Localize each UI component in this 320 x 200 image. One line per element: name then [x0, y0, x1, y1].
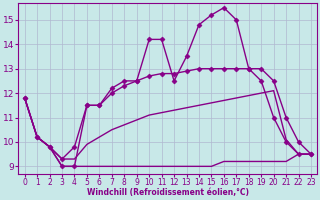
- X-axis label: Windchill (Refroidissement éolien,°C): Windchill (Refroidissement éolien,°C): [87, 188, 249, 197]
